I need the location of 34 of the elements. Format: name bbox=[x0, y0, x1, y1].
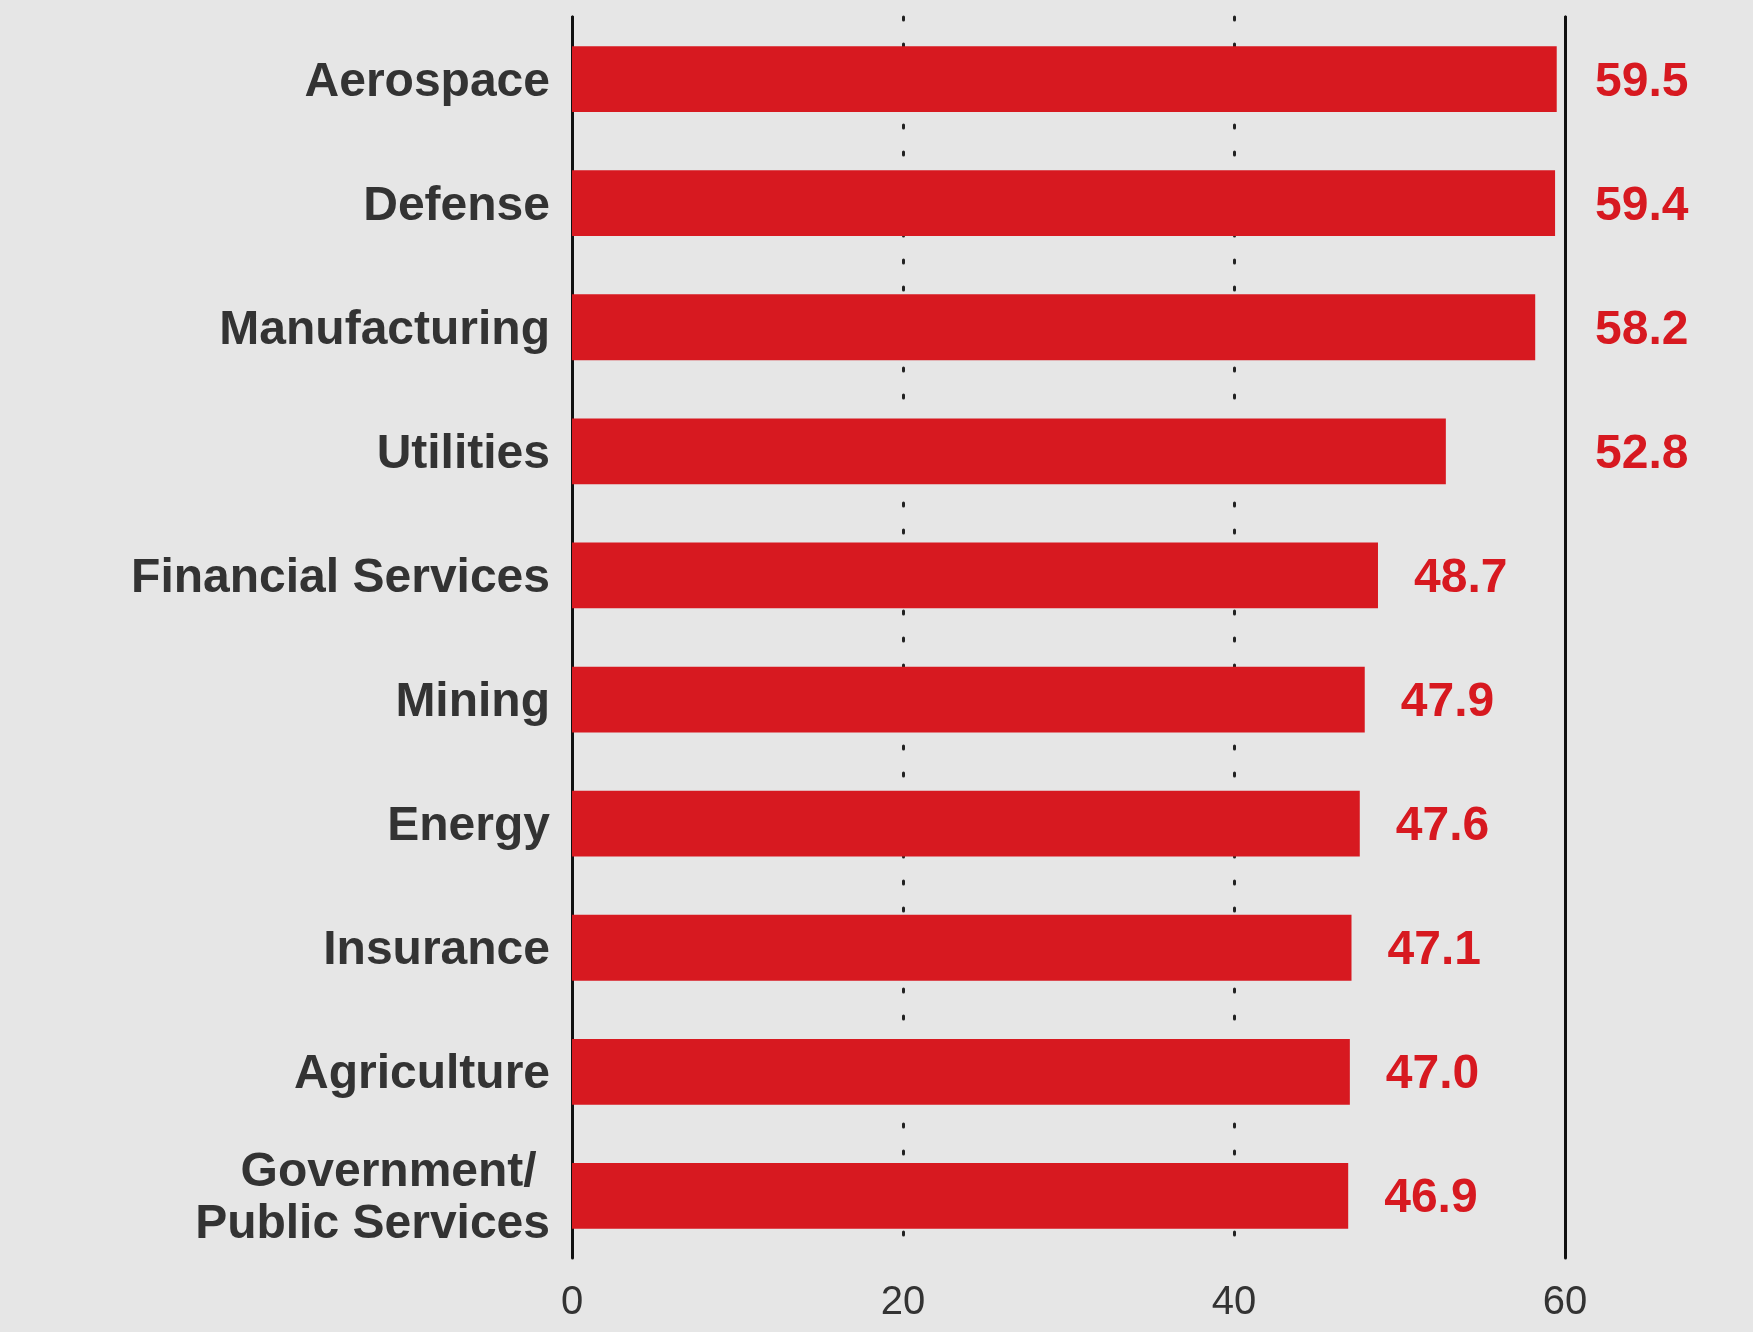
bar bbox=[572, 170, 1556, 237]
y-tick-label: Government/ Public Services bbox=[195, 1143, 550, 1249]
data-label: 46.9 bbox=[1384, 1169, 1478, 1223]
y-tick-label: Agriculture bbox=[293, 1045, 550, 1099]
bar bbox=[572, 1038, 1350, 1105]
bar bbox=[572, 914, 1352, 981]
x-tick-label: 40 bbox=[1211, 1278, 1257, 1322]
bar bbox=[572, 418, 1446, 485]
data-label: 47.1 bbox=[1387, 921, 1481, 975]
x-tick-label: 60 bbox=[1542, 1278, 1588, 1322]
y-tick-label: Mining bbox=[395, 673, 550, 727]
data-label: 47.9 bbox=[1400, 673, 1495, 727]
bar bbox=[572, 294, 1536, 361]
data-label: 47.0 bbox=[1385, 1045, 1480, 1099]
x-tick-label: 0 bbox=[560, 1278, 584, 1322]
bar bbox=[572, 790, 1360, 857]
y-tick-label: Aerospace bbox=[304, 52, 550, 106]
data-label: 47.6 bbox=[1395, 797, 1490, 851]
y-tick-label: Insurance bbox=[323, 921, 550, 975]
data-label: 59.5 bbox=[1595, 52, 1689, 106]
y-tick-label: Energy bbox=[387, 797, 551, 851]
x-tick-label: 20 bbox=[880, 1278, 926, 1322]
bar bbox=[572, 666, 1365, 733]
bar bbox=[572, 1163, 1349, 1229]
data-label: 48.7 bbox=[1413, 548, 1508, 602]
y-tick-label: Utilities bbox=[376, 424, 550, 478]
data-label: 52.8 bbox=[1595, 424, 1689, 478]
data-label: 59.4 bbox=[1595, 176, 1689, 230]
y-tick-label: Financial Services bbox=[131, 548, 550, 602]
bar bbox=[572, 542, 1378, 609]
y-tick-label: Manufacturing bbox=[219, 300, 550, 354]
bar bbox=[572, 46, 1557, 112]
data-label: 58.2 bbox=[1595, 300, 1689, 354]
y-tick-label: Defense bbox=[363, 176, 550, 230]
